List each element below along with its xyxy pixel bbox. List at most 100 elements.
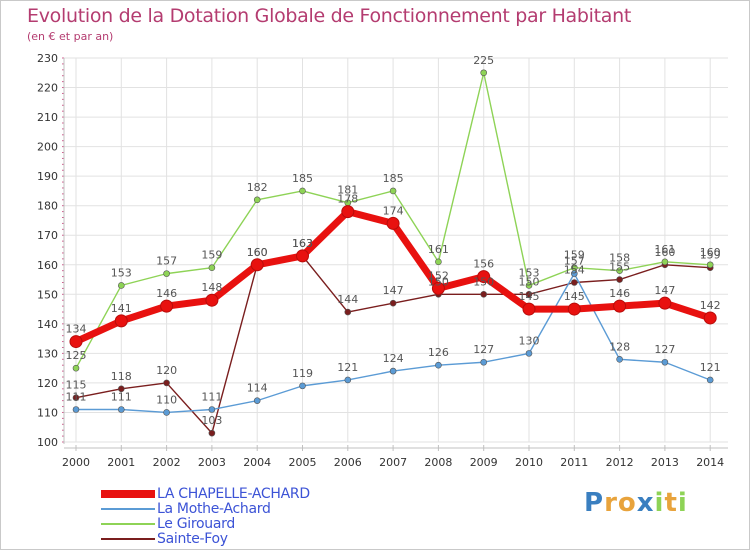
x-tick-label: 2001 — [107, 456, 135, 469]
legend-label: LA CHAPELLE-ACHARD — [157, 485, 310, 502]
data-point — [72, 394, 80, 401]
data-point — [344, 308, 352, 316]
x-tick-label: 2006 — [334, 456, 362, 469]
data-point — [658, 296, 672, 310]
data-label: 185 — [383, 172, 404, 185]
data-label: 185 — [292, 172, 313, 185]
y-tick-label: 230 — [37, 52, 58, 65]
data-label: 134 — [66, 323, 87, 336]
data-point — [253, 397, 261, 404]
data-label: 160 — [654, 246, 675, 259]
legend-item: La Mothe-Achard — [101, 501, 310, 517]
data-label: 146 — [609, 287, 630, 300]
x-tick-label: 2010 — [515, 456, 543, 469]
data-point — [616, 355, 623, 363]
legend-swatch-saintefoy — [101, 537, 155, 540]
data-label: 153 — [519, 266, 540, 279]
data-label: 114 — [247, 382, 268, 395]
logo-letter: r — [604, 488, 618, 518]
y-tick-label: 150 — [37, 288, 58, 301]
data-label: 152 — [428, 269, 449, 282]
proxiti-logo: Proxiti — [584, 488, 688, 518]
legend-label: Sainte-Foy — [157, 530, 228, 547]
y-tick-label: 190 — [37, 170, 58, 183]
data-label: 121 — [700, 361, 721, 374]
data-label: 161 — [654, 243, 675, 256]
x-tick-label: 2002 — [153, 456, 181, 469]
legend-item: Le Girouard — [101, 516, 310, 532]
data-point — [341, 205, 355, 219]
data-label: 125 — [66, 349, 87, 362]
data-point — [163, 379, 170, 387]
data-point — [435, 361, 442, 369]
x-tick-label: 2012 — [606, 456, 634, 469]
data-label: 145 — [564, 290, 585, 303]
data-label: 120 — [156, 364, 177, 377]
x-tick-label: 2000 — [62, 456, 90, 469]
data-point — [208, 406, 216, 413]
data-label: 110 — [156, 393, 177, 406]
plot-area — [64, 58, 728, 442]
data-label: 144 — [337, 293, 358, 306]
data-label: 121 — [337, 361, 358, 374]
data-label: 124 — [383, 352, 404, 365]
data-label: 130 — [519, 334, 540, 347]
data-label: 159 — [201, 249, 222, 262]
data-label: 111 — [111, 391, 132, 404]
legend-item: LA CHAPELLE-ACHARD — [101, 485, 310, 502]
data-point — [344, 376, 352, 384]
x-tick-label: 2014 — [696, 456, 724, 469]
y-tick-label: 220 — [37, 82, 58, 95]
data-label: 178 — [337, 193, 358, 206]
data-label: 154 — [564, 263, 585, 276]
data-point — [522, 302, 536, 316]
data-label: 163 — [292, 237, 313, 250]
data-label: 174 — [383, 204, 404, 217]
data-point — [253, 196, 261, 204]
data-label: 111 — [201, 391, 222, 404]
legend-swatch-girouard — [101, 522, 155, 525]
data-point — [118, 406, 125, 413]
data-label: 150 — [519, 275, 540, 288]
data-point — [299, 187, 306, 195]
data-point — [431, 281, 445, 295]
data-label: 148 — [201, 281, 222, 294]
data-point — [570, 270, 578, 277]
data-point — [208, 429, 216, 437]
data-point — [386, 216, 400, 230]
data-label: 103 — [201, 414, 222, 427]
chart-title: Evolution de la Dotation Globale de Fonc… — [27, 5, 632, 27]
data-point — [616, 267, 623, 274]
data-point — [703, 311, 717, 325]
logo-letter: i — [677, 488, 688, 518]
x-tick-label: 2007 — [379, 456, 407, 469]
data-point — [661, 358, 669, 366]
data-label: 157 — [156, 255, 177, 268]
data-point — [525, 350, 533, 357]
data-point — [160, 299, 174, 313]
data-label: 111 — [66, 391, 87, 404]
data-point — [525, 291, 533, 298]
x-tick-label: 2003 — [198, 456, 226, 469]
data-point — [72, 406, 80, 413]
y-tick-label: 100 — [37, 436, 58, 449]
data-label: 155 — [609, 261, 630, 274]
data-label: 161 — [428, 243, 449, 256]
y-tick-label: 210 — [37, 111, 58, 124]
data-label: 145 — [519, 290, 540, 303]
data-point — [480, 69, 488, 77]
data-label: 115 — [66, 379, 87, 392]
data-point — [477, 270, 491, 284]
y-tick-label: 140 — [37, 318, 58, 331]
data-label: 118 — [111, 370, 132, 383]
logo-letter: x — [636, 488, 655, 518]
data-point — [205, 293, 219, 307]
data-point — [389, 367, 397, 375]
data-label: 150 — [428, 275, 449, 288]
data-label: 141 — [111, 302, 132, 315]
data-point — [118, 385, 125, 393]
data-label: 157 — [564, 255, 585, 268]
data-point — [613, 299, 627, 313]
logo-letter: t — [664, 488, 678, 518]
